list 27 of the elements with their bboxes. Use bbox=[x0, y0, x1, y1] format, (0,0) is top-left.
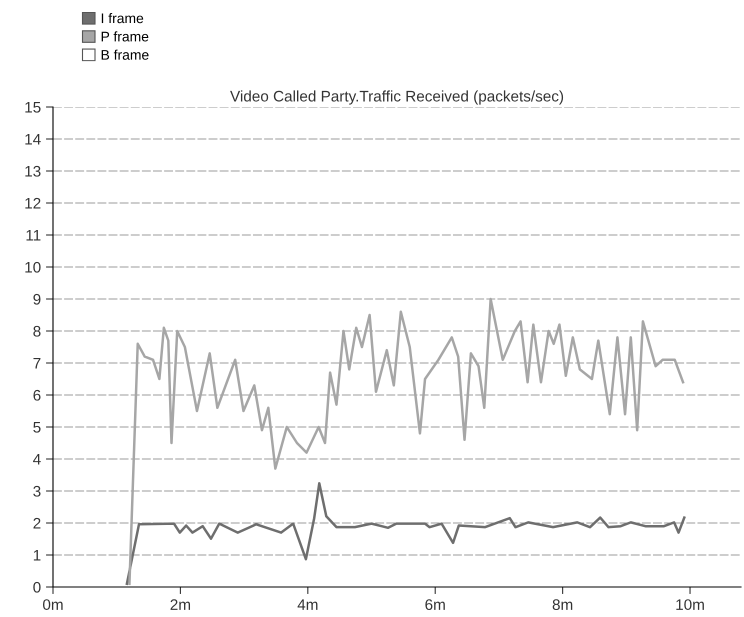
x-tick-label: 0m bbox=[42, 599, 63, 610]
y-tick-label: 6 bbox=[33, 390, 41, 401]
y-tick-label: 13 bbox=[25, 166, 41, 177]
x-tick-label: 4m bbox=[298, 599, 318, 610]
legend-label: P frame bbox=[102, 31, 148, 42]
y-tick-label: 15 bbox=[25, 102, 41, 113]
line-series bbox=[126, 482, 686, 586]
y-tick-label: 7 bbox=[33, 358, 40, 369]
y-tick-label: 8 bbox=[33, 326, 41, 337]
y-tick-label: 4 bbox=[33, 454, 41, 465]
y-tick-label: 0 bbox=[33, 582, 41, 593]
x-tick-label: 6m bbox=[425, 599, 445, 610]
y-tick-label: 5 bbox=[33, 422, 41, 433]
legend-label: B frame bbox=[102, 50, 149, 60]
y-tick-label: 3 bbox=[33, 486, 41, 497]
y-tick-label: 14 bbox=[25, 134, 41, 145]
y-tick-label: 9 bbox=[33, 294, 40, 305]
x-tick-label: 10m bbox=[676, 599, 704, 610]
y-tick-label: 1 bbox=[34, 550, 40, 561]
chart-title: Video Called Party.Traffic Received (packets/sec) bbox=[230, 90, 564, 105]
legend-label: I frame bbox=[102, 13, 144, 24]
y-tick-label: 10 bbox=[25, 262, 41, 273]
y-tick-label: 12 bbox=[25, 198, 40, 209]
y-tick-label: 2 bbox=[33, 518, 40, 529]
x-tick-label: 2m bbox=[170, 599, 190, 610]
y-tick-label: 11 bbox=[26, 230, 40, 241]
x-tick-label: 8m bbox=[552, 599, 572, 610]
